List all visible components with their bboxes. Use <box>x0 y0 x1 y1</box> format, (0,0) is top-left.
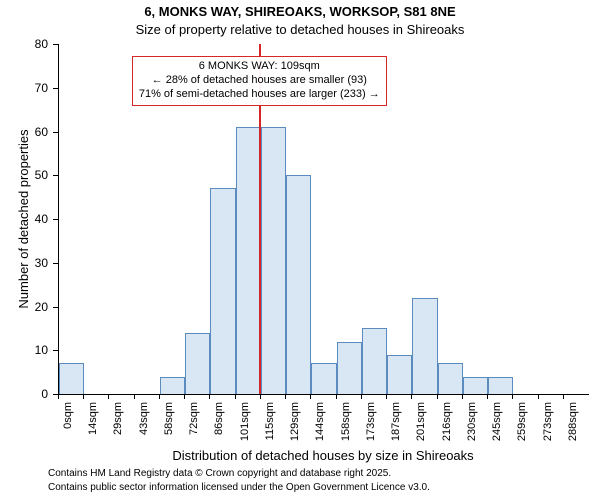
x-tick-mark <box>260 394 261 399</box>
x-tick-label: 101sqm <box>239 402 251 441</box>
histogram-bar <box>160 377 185 395</box>
x-tick-label: 72sqm <box>188 402 200 435</box>
y-tick-mark <box>53 175 58 176</box>
histogram-bar <box>412 298 437 394</box>
y-tick-label: 80 <box>0 37 48 51</box>
y-tick-label: 20 <box>0 300 48 314</box>
histogram-bar <box>387 355 412 394</box>
y-tick-label: 0 <box>0 387 48 401</box>
x-tick-mark <box>83 394 84 399</box>
histogram-bar <box>236 127 261 394</box>
x-axis-label: Distribution of detached houses by size … <box>58 448 588 463</box>
x-tick-mark <box>411 394 412 399</box>
footer-line-2: Contains public sector information licen… <box>48 482 430 493</box>
y-tick-mark <box>53 219 58 220</box>
annotation-line-2: ← 28% of detached houses are smaller (93… <box>139 74 380 88</box>
x-tick-mark <box>563 394 564 399</box>
y-tick-mark <box>53 350 58 351</box>
x-tick-label: 144sqm <box>314 402 326 441</box>
histogram-bar <box>311 363 336 394</box>
y-tick-label: 70 <box>0 81 48 95</box>
x-tick-label: 245sqm <box>491 402 503 441</box>
x-tick-label: 29sqm <box>112 402 124 435</box>
y-tick-label: 50 <box>0 168 48 182</box>
plot-area: 6 MONKS WAY: 109sqm← 28% of detached hou… <box>58 44 589 395</box>
y-tick-mark <box>53 263 58 264</box>
x-tick-mark <box>462 394 463 399</box>
x-tick-label: 0sqm <box>62 402 74 429</box>
x-tick-label: 129sqm <box>289 402 301 441</box>
x-tick-mark <box>487 394 488 399</box>
y-tick-mark <box>53 307 58 308</box>
y-tick-mark <box>53 88 58 89</box>
x-tick-label: 173sqm <box>365 402 377 441</box>
x-tick-label: 216sqm <box>441 402 453 441</box>
x-tick-mark <box>58 394 59 399</box>
x-tick-label: 58sqm <box>163 402 175 435</box>
y-tick-label: 40 <box>0 212 48 226</box>
x-tick-mark <box>361 394 362 399</box>
chart-container: 6, MONKS WAY, SHIREOAKS, WORKSOP, S81 8N… <box>0 0 600 500</box>
y-tick-label: 60 <box>0 125 48 139</box>
histogram-bar <box>59 363 84 394</box>
x-tick-mark <box>538 394 539 399</box>
annotation-box: 6 MONKS WAY: 109sqm← 28% of detached hou… <box>132 56 387 105</box>
x-tick-mark <box>285 394 286 399</box>
x-tick-label: 14sqm <box>87 402 99 435</box>
histogram-bar <box>286 175 311 394</box>
x-tick-label: 187sqm <box>390 402 402 441</box>
y-tick-mark <box>53 132 58 133</box>
y-tick-mark <box>53 44 58 45</box>
chart-title-main: 6, MONKS WAY, SHIREOAKS, WORKSOP, S81 8N… <box>0 4 600 19</box>
footer-line-1: Contains HM Land Registry data © Crown c… <box>48 468 391 479</box>
x-tick-label: 273sqm <box>542 402 554 441</box>
histogram-bar <box>362 328 387 394</box>
x-tick-label: 158sqm <box>340 402 352 441</box>
histogram-bar <box>185 333 210 394</box>
x-tick-mark <box>437 394 438 399</box>
x-tick-label: 43sqm <box>138 402 150 435</box>
x-tick-mark <box>512 394 513 399</box>
annotation-line-3: 71% of semi-detached houses are larger (… <box>139 88 380 102</box>
x-tick-label: 259sqm <box>516 402 528 441</box>
x-tick-mark <box>159 394 160 399</box>
y-tick-label: 30 <box>0 256 48 270</box>
histogram-bar <box>463 377 488 395</box>
histogram-bar <box>210 188 235 394</box>
histogram-bar <box>261 127 286 394</box>
x-tick-label: 288sqm <box>567 402 579 441</box>
histogram-bar <box>488 377 513 395</box>
x-tick-label: 115sqm <box>264 402 276 440</box>
x-tick-mark <box>134 394 135 399</box>
histogram-bar <box>438 363 463 394</box>
x-tick-mark <box>386 394 387 399</box>
x-tick-mark <box>209 394 210 399</box>
histogram-bar <box>337 342 362 395</box>
x-tick-mark <box>235 394 236 399</box>
x-tick-label: 230sqm <box>466 402 478 441</box>
x-tick-mark <box>336 394 337 399</box>
chart-title-sub: Size of property relative to detached ho… <box>0 22 600 37</box>
x-tick-mark <box>108 394 109 399</box>
x-tick-label: 86sqm <box>213 402 225 435</box>
x-tick-mark <box>310 394 311 399</box>
y-tick-label: 10 <box>0 343 48 357</box>
annotation-line-1: 6 MONKS WAY: 109sqm <box>139 60 380 74</box>
x-tick-label: 201sqm <box>415 402 427 441</box>
x-tick-mark <box>184 394 185 399</box>
